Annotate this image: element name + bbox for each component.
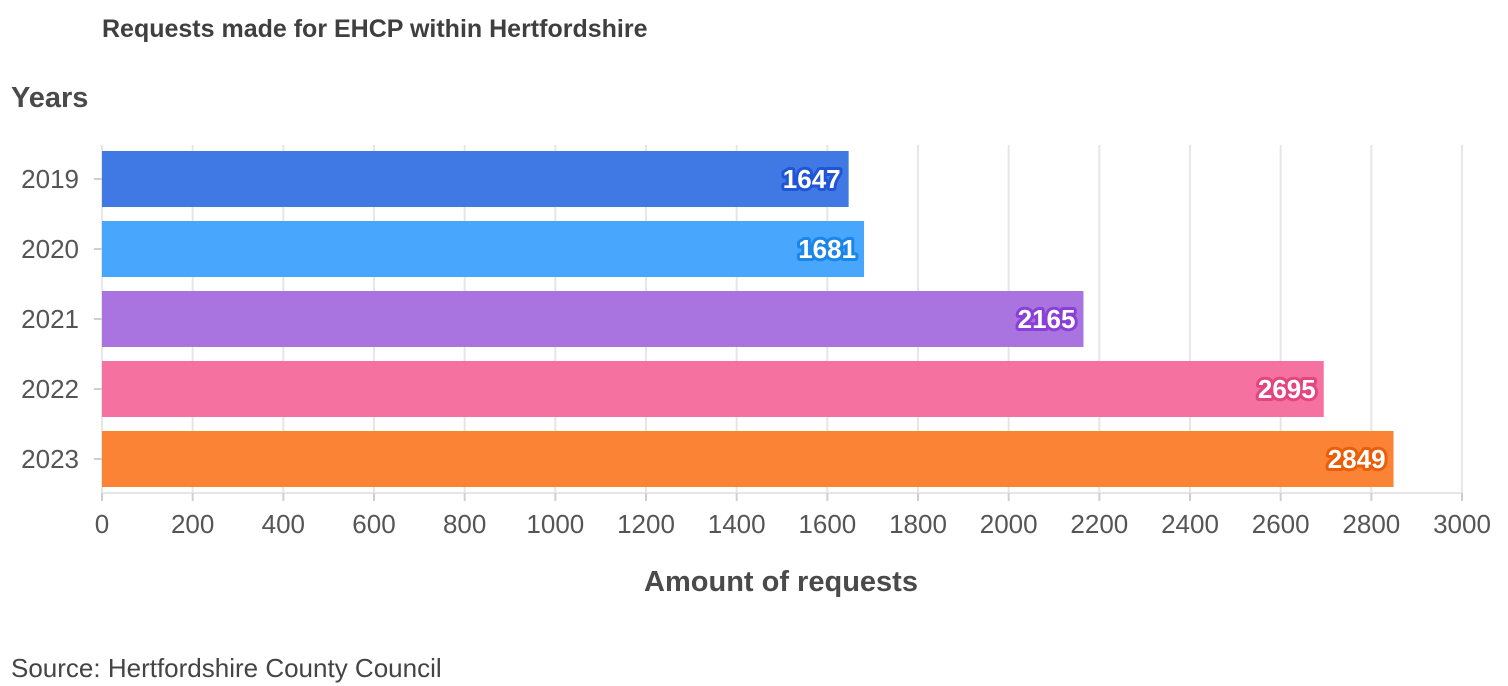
bar-2023 xyxy=(102,431,1394,487)
x-axis-ticks: 0 200 400 600 800 1000 1200 1400 1600 1800 2000 220… xyxy=(95,493,1491,539)
x-tick-label: 2200 xyxy=(1070,509,1128,539)
y-axis-title: Years xyxy=(11,82,88,114)
x-tick-label: 2400 xyxy=(1161,509,1219,539)
x-tick-label: 2800 xyxy=(1342,509,1400,539)
data-label-2022: 2695 xyxy=(1258,374,1316,404)
x-tick-label: 0 xyxy=(95,509,109,539)
data-labels: 1647 1681 2165 2695 2849 xyxy=(780,161,1389,477)
x-tick-label: 2600 xyxy=(1252,509,1310,539)
x-tick-label: 1200 xyxy=(617,509,675,539)
x-tick-label: 1800 xyxy=(889,509,947,539)
bars xyxy=(102,151,1394,487)
x-axis-title: Amount of requests xyxy=(644,566,918,598)
y-tick-label-2022: 2022 xyxy=(21,374,79,404)
x-tick-label: 1000 xyxy=(526,509,584,539)
data-label-2021: 2165 xyxy=(1018,304,1076,334)
data-label-2020: 1681 xyxy=(798,234,856,264)
bar-2022 xyxy=(102,361,1324,417)
data-label-2019: 1647 xyxy=(783,164,841,194)
y-tick-label-2023: 2023 xyxy=(21,444,79,474)
y-axis-ticks: 2019 2020 2021 2022 2023 xyxy=(21,164,102,474)
data-label-2023: 2849 xyxy=(1328,444,1386,474)
y-tick-label-2019: 2019 xyxy=(21,164,79,194)
x-tick-label: 400 xyxy=(262,509,305,539)
x-tick-label: 1600 xyxy=(798,509,856,539)
bar-2020 xyxy=(102,221,865,277)
x-tick-label: 1400 xyxy=(708,509,766,539)
x-tick-label: 3000 xyxy=(1433,509,1491,539)
bar-2021 xyxy=(102,291,1084,347)
chart-title: Requests made for EHCP within Hertfordsh… xyxy=(102,15,648,43)
x-tick-label: 200 xyxy=(171,509,214,539)
y-tick-label-2021: 2021 xyxy=(21,304,79,334)
source-note: Source: Hertfordshire County Council xyxy=(11,653,442,683)
y-tick-label-2020: 2020 xyxy=(21,234,79,264)
bar-2019 xyxy=(102,151,849,207)
x-tick-label: 800 xyxy=(443,509,486,539)
x-tick-label: 2000 xyxy=(980,509,1038,539)
x-tick-label: 600 xyxy=(352,509,395,539)
